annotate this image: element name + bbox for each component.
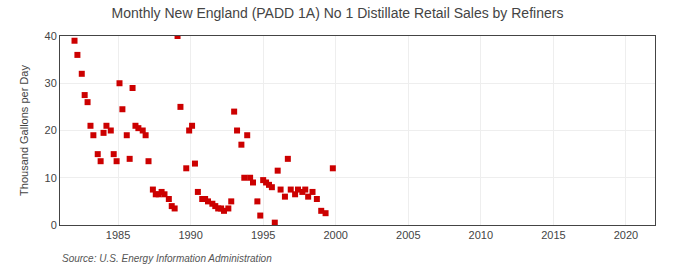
svg-text:40: 40: [45, 30, 57, 42]
svg-text:Thousand Gallons per Day: Thousand Gallons per Day: [18, 65, 30, 196]
svg-text:2005: 2005: [396, 229, 420, 241]
svg-text:0: 0: [51, 219, 57, 231]
svg-text:30: 30: [45, 77, 57, 89]
svg-text:Monthly New England (PADD 1A): Monthly New England (PADD 1A) No 1 Disti…: [112, 5, 564, 21]
svg-text:20: 20: [45, 124, 57, 136]
svg-text:2010: 2010: [469, 229, 493, 241]
svg-text:2000: 2000: [323, 229, 347, 241]
svg-text:1990: 1990: [178, 229, 202, 241]
svg-text:2015: 2015: [541, 229, 565, 241]
svg-text:Source: U.S. Energy Informatio: Source: U.S. Energy Information Administ…: [62, 253, 272, 264]
svg-text:2020: 2020: [614, 229, 638, 241]
svg-text:1985: 1985: [106, 229, 130, 241]
svg-text:1995: 1995: [251, 229, 275, 241]
svg-text:10: 10: [45, 172, 57, 184]
